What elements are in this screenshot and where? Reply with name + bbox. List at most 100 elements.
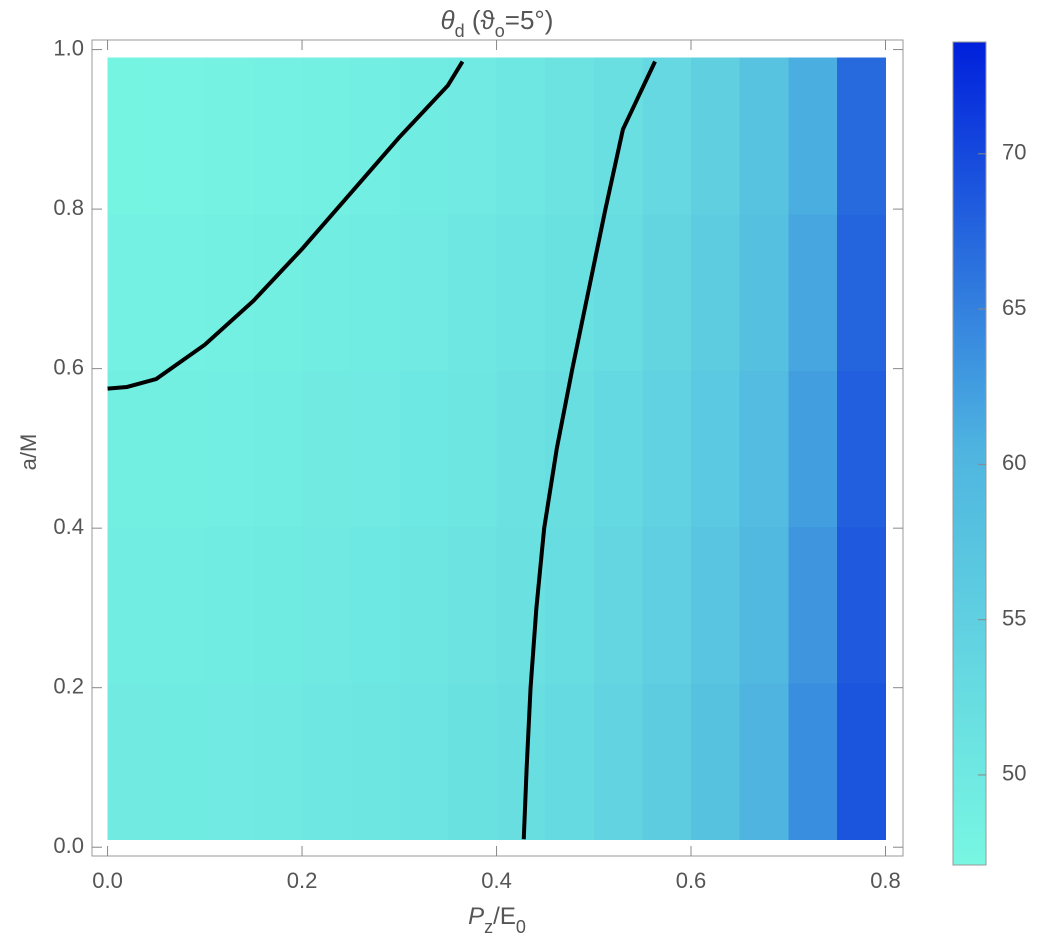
density-cell [642, 370, 692, 528]
colorbar-tick-label: 65 [1002, 295, 1026, 320]
colorbar-tick-label: 55 [1002, 605, 1026, 630]
y-axis-label: a/M [16, 434, 41, 471]
density-cell [593, 370, 643, 528]
y-tick-label: 0.8 [53, 195, 84, 220]
density-cell [302, 213, 352, 371]
density-cell [496, 57, 546, 215]
density-cell [350, 526, 400, 684]
density-cell [836, 57, 887, 215]
density-cell [156, 370, 206, 528]
density-cell [836, 526, 887, 684]
density-cell [156, 526, 206, 684]
density-cell [107, 682, 157, 840]
density-cell [107, 57, 157, 215]
colorbar [952, 41, 987, 866]
x-tick-label: 0.8 [870, 868, 901, 893]
density-cell [447, 526, 498, 684]
density-cell [399, 682, 449, 840]
density-cell [642, 526, 692, 684]
density-cell [691, 57, 741, 215]
y-tick-label: 0.6 [53, 354, 84, 379]
density-cell [107, 526, 157, 684]
density-cell [399, 526, 449, 684]
label-part: (ϑ [465, 5, 496, 35]
density-cell [204, 682, 255, 840]
density-cell [302, 370, 352, 528]
x-tick-label: 0.0 [92, 868, 123, 893]
density-cell [593, 213, 643, 371]
label-part: /E [493, 903, 516, 930]
density-cell [496, 682, 546, 840]
subscript: o [495, 21, 505, 41]
density-cell [447, 213, 498, 371]
density-cell [350, 57, 400, 215]
density-cell [350, 370, 400, 528]
density-cell [253, 57, 303, 215]
colorbar-tick-label: 70 [1002, 140, 1026, 165]
density-cell [204, 57, 255, 215]
density-cell [204, 526, 255, 684]
density-cell [253, 370, 303, 528]
density-cell [399, 370, 449, 528]
y-tick-label: 1.0 [53, 35, 84, 60]
colorbar-tick-label: 60 [1002, 450, 1026, 475]
density-cell [156, 57, 206, 215]
density-cell [302, 682, 352, 840]
density-cell [788, 682, 838, 840]
density-cell [788, 57, 838, 215]
y-tick-label: 0.2 [53, 674, 84, 699]
density-cell [593, 526, 643, 684]
density-cell [691, 682, 741, 840]
density-cell [788, 213, 838, 371]
chart-title: θd (ϑo=5°) [441, 5, 554, 41]
density-cell [447, 57, 498, 215]
x-tick-label: 0.2 [287, 868, 318, 893]
x-tick-label: 0.4 [481, 868, 512, 893]
density-cell [642, 213, 692, 371]
density-cell [545, 526, 595, 684]
density-cell [739, 213, 789, 371]
density-cell [447, 370, 498, 528]
density-cell [302, 57, 352, 215]
y-tick-label: 0.4 [53, 514, 84, 539]
colorbar-tick-label: 50 [1002, 761, 1026, 786]
density-cell [399, 213, 449, 371]
density-cell [399, 57, 449, 215]
contour-line [107, 60, 465, 391]
density-cell [107, 370, 157, 528]
density-cell [788, 526, 838, 684]
density-cell [496, 370, 546, 528]
density-cell [788, 370, 838, 528]
density-cell [593, 57, 643, 215]
density-cell [642, 682, 692, 840]
density-cell [545, 370, 595, 528]
density-cell [691, 526, 741, 684]
label-part: P [468, 903, 484, 930]
density-cell [691, 213, 741, 371]
x-axis-label: Pz/E0 [468, 903, 526, 936]
density-cell [107, 213, 157, 371]
subscript: z [484, 917, 493, 937]
density-cell [739, 370, 789, 528]
density-cell [545, 682, 595, 840]
density-cell [836, 370, 887, 528]
label-part: =5°) [505, 5, 554, 35]
density-cell [739, 57, 789, 215]
density-cell [302, 526, 352, 684]
y-tick-label: 0.0 [53, 833, 84, 858]
density-cell [156, 682, 206, 840]
subscript: d [455, 21, 465, 41]
density-cell [642, 57, 692, 215]
density-cell [253, 682, 303, 840]
density-cell [739, 526, 789, 684]
density-cell [545, 57, 595, 215]
density-cell [836, 213, 887, 371]
density-cell [691, 370, 741, 528]
subscript: 0 [516, 917, 526, 937]
density-cell [496, 213, 546, 371]
x-tick-label: 0.6 [676, 868, 707, 893]
density-cell [739, 682, 789, 840]
density-cell [156, 213, 206, 371]
density-cell [447, 682, 498, 840]
